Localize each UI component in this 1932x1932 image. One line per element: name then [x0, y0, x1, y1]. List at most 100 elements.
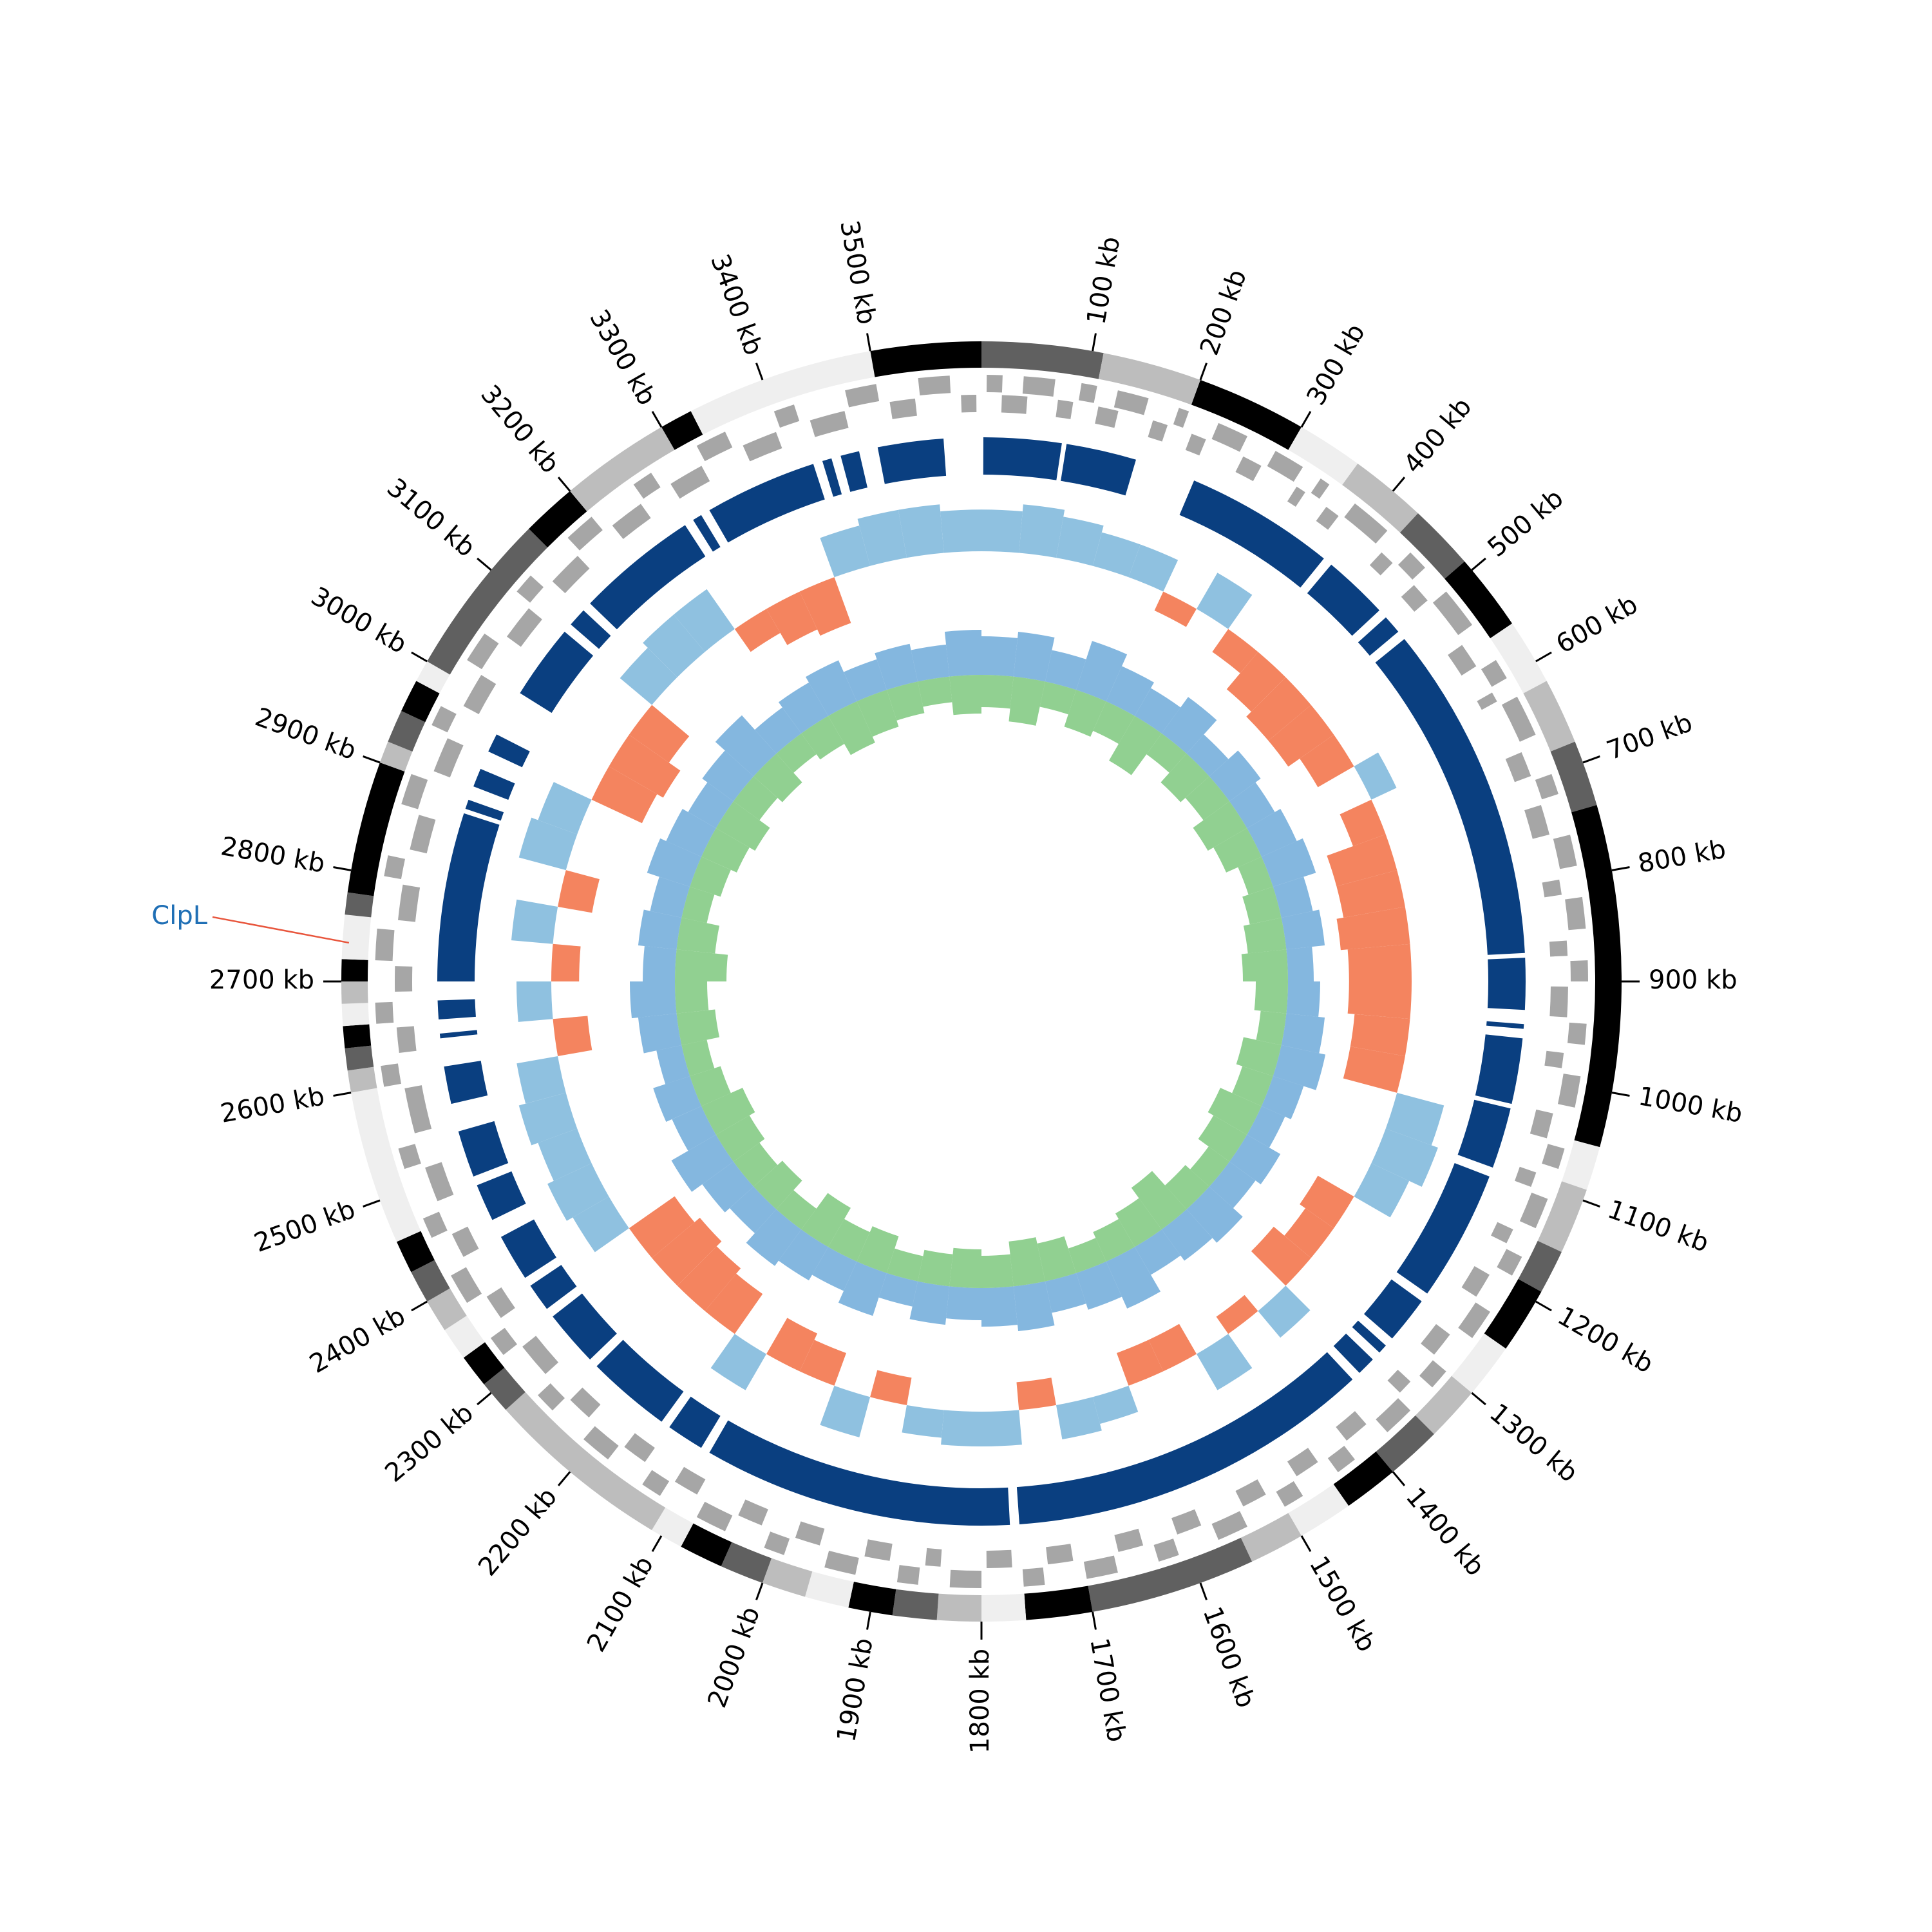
- skew-bar: [1197, 573, 1253, 629]
- ideogram-band: [981, 341, 1104, 379]
- synteny-block: [1016, 1352, 1353, 1524]
- tick-mark: [651, 411, 663, 428]
- ideogram-band: [427, 1288, 467, 1331]
- inner-bar: [1232, 1066, 1273, 1106]
- gene: [1276, 1481, 1303, 1507]
- tick-mark: [1300, 1535, 1312, 1552]
- skew-bar: [553, 1016, 592, 1056]
- skew-bar: [1216, 1294, 1258, 1334]
- inner-bar: [1261, 1076, 1304, 1119]
- inner-bar: [1273, 1045, 1326, 1090]
- inner-bar: [690, 857, 731, 897]
- ideogram-band: [1490, 623, 1547, 694]
- skew-bar: [1268, 705, 1334, 767]
- skew-bar: [1336, 870, 1405, 918]
- skew-bar: [820, 1385, 871, 1437]
- ideogram-band: [1088, 1537, 1253, 1612]
- synteny-block: [437, 813, 500, 981]
- synteny-block: [458, 1121, 509, 1177]
- gene: [696, 1501, 733, 1531]
- skew-bar: [1154, 591, 1197, 627]
- gene: [1211, 422, 1247, 452]
- synteny-block: [520, 631, 594, 713]
- inner-bar: [1045, 650, 1086, 690]
- inner-bar: [701, 1088, 755, 1135]
- gene: [375, 928, 395, 961]
- inner-bar: [1106, 1247, 1160, 1309]
- synteny-block: [1333, 1333, 1373, 1373]
- ideogram-band: [343, 1024, 372, 1048]
- ideogram-band: [388, 710, 426, 752]
- skew-bar: [734, 609, 781, 652]
- inner-bar: [1286, 947, 1314, 981]
- inner-bar: [1254, 981, 1288, 1014]
- gene: [1267, 451, 1303, 482]
- gene: [1570, 960, 1588, 981]
- synteny-block: [437, 999, 476, 1019]
- inner-bar: [647, 838, 702, 887]
- gene: [918, 375, 951, 396]
- inner-bar: [878, 1273, 918, 1307]
- skew-bar: [674, 589, 735, 652]
- synteny-block: [693, 515, 721, 552]
- inner-bar: [918, 676, 952, 707]
- gene: [1235, 456, 1262, 482]
- gene: [773, 404, 800, 428]
- skew-bar: [820, 526, 871, 578]
- inner-bar: [949, 675, 981, 715]
- ideogram-band: [1098, 353, 1200, 405]
- synteny-block: [590, 525, 706, 630]
- inner-bar: [1247, 1106, 1285, 1148]
- gene: [451, 1267, 482, 1303]
- inner-bar: [944, 630, 981, 677]
- gene: [1171, 1509, 1202, 1535]
- ideogram-band: [892, 1589, 939, 1620]
- skew-bar: [1347, 943, 1412, 981]
- skew-bar: [1016, 1378, 1056, 1410]
- gene: [1505, 752, 1531, 782]
- skew-bar: [1251, 1226, 1311, 1286]
- gene: [522, 1336, 559, 1374]
- skew-bar: [516, 981, 553, 1022]
- gene: [467, 633, 499, 670]
- ideogram-band: [416, 661, 450, 694]
- gene: [1376, 1398, 1411, 1433]
- inner-bar: [753, 753, 802, 802]
- inner-bar: [702, 750, 754, 802]
- ideogram-band: [341, 959, 368, 981]
- skew-bar: [981, 1410, 1022, 1446]
- skew-bar: [518, 817, 578, 871]
- gene: [538, 1383, 565, 1411]
- synteny-block: [822, 458, 842, 497]
- synteny-block: [1363, 1279, 1422, 1339]
- gene: [570, 1387, 601, 1418]
- gene: [1079, 383, 1097, 403]
- skew-bar: [1327, 834, 1397, 887]
- tick-mark: [333, 1092, 352, 1097]
- skew-bar: [1354, 752, 1397, 800]
- inner-bar: [753, 1160, 802, 1209]
- gene: [1148, 420, 1168, 442]
- tick-label: 2700 kb: [209, 965, 314, 995]
- skew-bar: [1347, 981, 1412, 1019]
- synteny-block: [553, 1293, 617, 1359]
- skew-bar: [1284, 1208, 1334, 1258]
- inner-bar: [806, 660, 857, 716]
- skew-bar: [1354, 1163, 1410, 1218]
- tick-label: 900 kb: [1649, 965, 1738, 995]
- inner-bar: [1013, 631, 1055, 682]
- synteny-block: [840, 451, 867, 492]
- inner-bar: [1193, 801, 1247, 851]
- skew-bar: [1258, 1285, 1311, 1338]
- gene: [1448, 645, 1477, 676]
- tick-mark: [755, 363, 764, 381]
- ideogram-band: [1333, 1452, 1393, 1506]
- inner-bar: [1261, 838, 1316, 887]
- gene: [1398, 552, 1425, 580]
- ideogram-band: [1550, 741, 1597, 813]
- inner-bar: [857, 1226, 899, 1273]
- skew-bar: [1300, 1175, 1354, 1229]
- skew-bar: [1340, 799, 1386, 846]
- inner-bar: [630, 981, 677, 1019]
- skew-bar: [620, 647, 677, 705]
